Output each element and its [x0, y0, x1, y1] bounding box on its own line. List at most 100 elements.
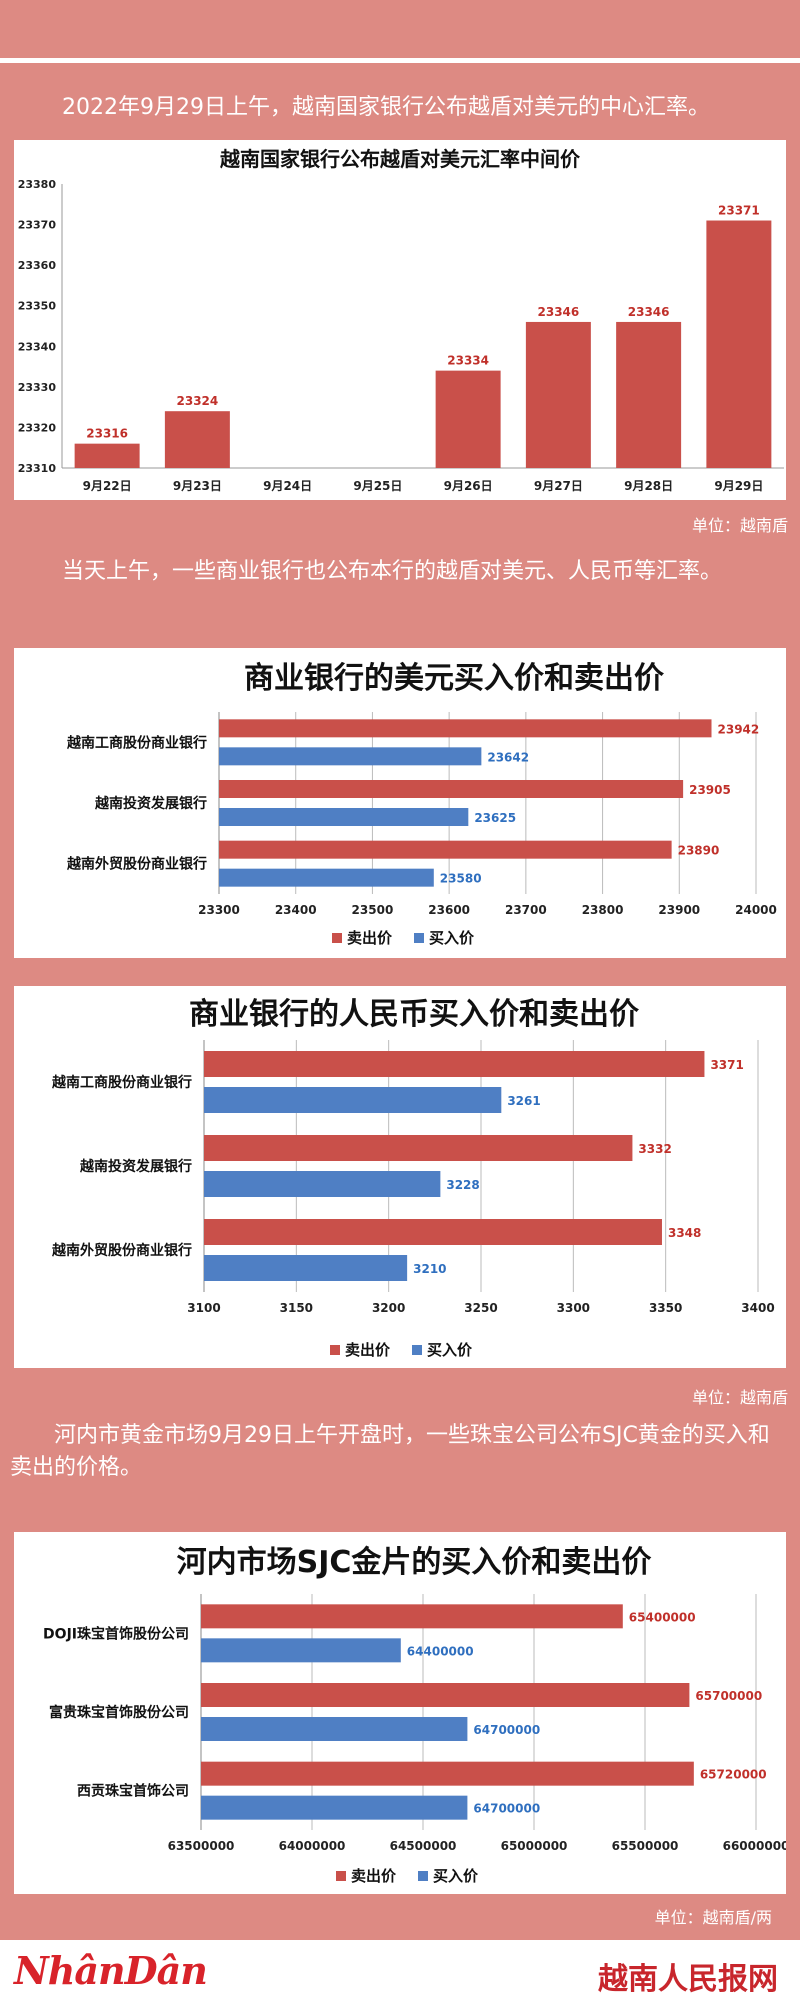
x-tick-label: 3400 — [741, 1301, 774, 1315]
legend-label-buy: 买入价 — [429, 929, 475, 947]
gold-price-chart: 河内市场SJC金片的买入价和卖出价 63500000 64000000 6450000… — [14, 1532, 786, 1894]
data-label: 23334 — [447, 354, 489, 368]
sell-bar — [204, 1051, 705, 1077]
sell-bar — [219, 840, 672, 859]
y-tick-label: 23340 — [18, 340, 57, 353]
bar — [706, 220, 772, 468]
unit-label-2: 单位：越南盾 — [691, 1388, 788, 1407]
category-label: 越南投资发展银行 — [79, 1158, 192, 1175]
y-tick-label: 23370 — [18, 219, 57, 232]
legend-swatch-sell — [336, 1871, 346, 1881]
x-tick-label: 3150 — [280, 1301, 313, 1315]
x-tick-label: 9月26日 — [444, 479, 493, 493]
x-tick-label: 23700 — [505, 903, 547, 917]
legend-swatch-buy — [412, 1345, 422, 1355]
legend-label-buy: 买入价 — [433, 1867, 479, 1885]
data-label: 23346 — [628, 305, 670, 319]
legend-swatch-sell — [332, 933, 342, 943]
sell-bar — [201, 1761, 694, 1786]
bar — [525, 321, 591, 468]
buy-data-label: 3228 — [446, 1178, 479, 1192]
category-label: 越南外贸股份商业银行 — [51, 1242, 192, 1259]
buy-data-label: 23625 — [474, 811, 516, 825]
x-tick-label: 9月24日 — [263, 479, 312, 493]
buy-data-label: 3210 — [413, 1262, 446, 1276]
x-tick-label: 64500000 — [390, 1839, 457, 1853]
x-tick-label: 9月22日 — [83, 479, 132, 493]
buy-bar — [201, 1795, 468, 1820]
sell-data-label: 23905 — [689, 783, 731, 797]
x-tick-label: 3300 — [557, 1301, 590, 1315]
x-tick-label: 63500000 — [168, 1839, 235, 1853]
top-divider — [0, 58, 800, 63]
buy-bar — [219, 868, 434, 887]
x-tick-label: 9月27日 — [534, 479, 583, 493]
chart-title: 商业银行的人民币买入价和卖出价 — [189, 997, 639, 1032]
x-tick-label: 3200 — [372, 1301, 405, 1315]
buy-bar — [219, 808, 469, 826]
unit-label-3: 单位：越南盾/两 — [654, 1908, 772, 1927]
sell-data-label: 3348 — [668, 1226, 701, 1240]
cny-rate-chart: 商业银行的人民币买入价和卖出价 3100 3150 3200 3250 3300 3350 3… — [14, 986, 786, 1368]
y-tick-label: 23310 — [18, 462, 57, 475]
buy-data-label: 23642 — [487, 750, 529, 764]
legend-label-sell: 卖出价 — [351, 1867, 397, 1885]
x-tick-label: 9月28日 — [624, 479, 673, 493]
buy-data-label: 64700000 — [473, 1723, 540, 1737]
buy-bar — [219, 747, 482, 766]
x-tick-label: 23400 — [275, 903, 317, 917]
bar — [435, 370, 501, 468]
central-rate-chart: 越南国家银行公布越盾对美元汇率中间价 23310 23320 23330 23340 23… — [14, 140, 786, 500]
sell-data-label: 23942 — [718, 722, 760, 736]
data-label: 23324 — [177, 394, 219, 408]
buy-bar — [201, 1717, 468, 1741]
nhandan-logo: NhânDân — [14, 1948, 208, 1993]
commercial-bank-paragraph: 当天上午，一些商业银行也公布本行的越盾对美元、人民币等汇率。 — [62, 559, 723, 584]
data-label: 23371 — [718, 204, 760, 218]
x-tick-label: 23600 — [428, 903, 470, 917]
footer-bar: NhânDân 越南人民报网 — [0, 1940, 800, 2000]
category-label: 西贡珠宝首饰公司 — [77, 1783, 189, 1800]
chart-title: 越南国家银行公布越盾对美元汇率中间价 — [219, 147, 581, 171]
usd-rate-chart-svg: 商业银行的美元买入价和卖出价 23300 23400 23500 23600 23700 2… — [66, 661, 777, 947]
x-tick-label: 24000 — [735, 903, 777, 917]
x-tick-label: 65500000 — [612, 1839, 679, 1853]
gold-paragraph: 河内市黄金市场9月29日上午开盘时，一些珠宝公司公布SJC黄金的买入和卖出的价格… — [10, 1423, 770, 1480]
x-tick-label: 3100 — [187, 1301, 220, 1315]
bar — [74, 443, 140, 468]
x-tick-label: 9月29日 — [714, 479, 763, 493]
buy-bar — [204, 1087, 502, 1113]
chart-title: 河内市场SJC金片的买入价和卖出价 — [177, 1545, 652, 1580]
sell-data-label: 3332 — [638, 1142, 671, 1156]
legend-swatch-sell — [330, 1345, 340, 1355]
central-rate-chart-svg: 越南国家银行公布越盾对美元汇率中间价 23310 23320 23330 23340 23… — [18, 147, 784, 493]
x-tick-label: 23300 — [198, 903, 240, 917]
bar — [616, 321, 682, 468]
y-tick-label: 23380 — [18, 178, 57, 191]
x-tick-label: 9月23日 — [173, 479, 222, 493]
sell-data-label: 65400000 — [629, 1610, 696, 1624]
sell-bar — [219, 780, 684, 798]
sell-data-label: 65700000 — [695, 1689, 762, 1703]
data-label: 23316 — [86, 427, 128, 441]
sell-data-label: 65720000 — [700, 1768, 767, 1782]
sell-bar — [204, 1135, 633, 1161]
sell-data-label: 23890 — [678, 844, 720, 858]
legend-label-sell: 卖出价 — [345, 1341, 391, 1359]
x-tick-label: 23900 — [658, 903, 700, 917]
sell-bar — [219, 719, 712, 738]
buy-data-label: 64700000 — [473, 1802, 540, 1816]
gold-price-chart-svg: 河内市场SJC金片的买入价和卖出价 63500000 64000000 6450000… — [43, 1545, 786, 1885]
chart-title: 商业银行的美元买入价和卖出价 — [244, 661, 664, 696]
site-name: 越南人民报网 — [598, 1962, 778, 1997]
y-tick-label: 23320 — [18, 421, 57, 434]
y-tick-label: 23330 — [18, 381, 57, 394]
x-tick-label: 3350 — [649, 1301, 682, 1315]
legend-swatch-buy — [418, 1871, 428, 1881]
buy-bar — [201, 1638, 401, 1663]
category-label: 富贵珠宝首饰股份公司 — [49, 1704, 189, 1721]
sell-bar — [201, 1683, 690, 1707]
x-tick-label: 3250 — [464, 1301, 497, 1315]
sell-bar — [204, 1219, 662, 1245]
usd-rate-chart: 商业银行的美元买入价和卖出价 23300 23400 23500 23600 23700 2… — [14, 648, 786, 958]
